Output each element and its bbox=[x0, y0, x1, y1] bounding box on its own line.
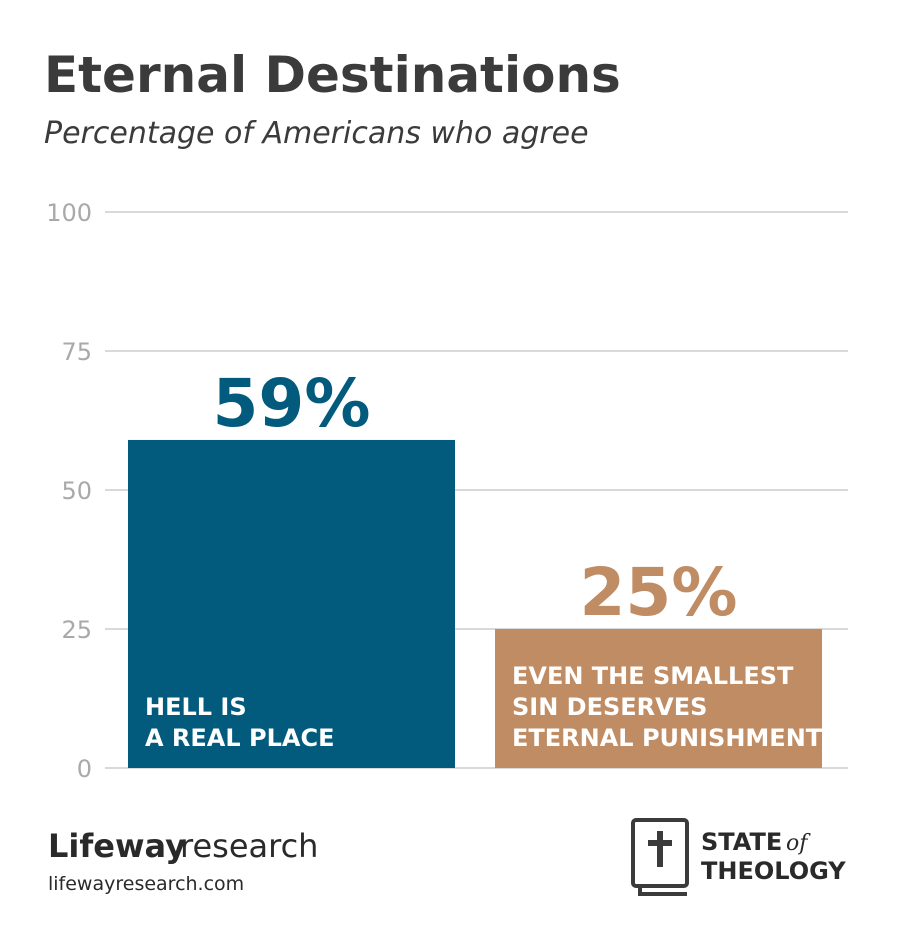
y-tick-label: 25 bbox=[61, 616, 92, 644]
chart-title: Eternal Destinations bbox=[44, 46, 621, 104]
value-label: 59% bbox=[213, 365, 371, 442]
brand-url: lifewayresearch.com bbox=[48, 873, 244, 895]
brand-light: research bbox=[180, 827, 318, 865]
logo-book bbox=[631, 818, 689, 888]
category-label: HELL IS A REAL PLACE bbox=[145, 693, 335, 752]
y-tick-label: 75 bbox=[61, 338, 92, 366]
brand-bold: Lifeway bbox=[48, 827, 186, 865]
category-label: EVEN THE SMALLEST SIN DESERVES ETERNAL P… bbox=[512, 662, 823, 752]
logo-line1: STATE bbox=[701, 828, 782, 856]
logo-of: of bbox=[786, 831, 811, 856]
logo: STATE of THEOLOGY bbox=[631, 818, 846, 896]
y-tick-label: 100 bbox=[46, 199, 92, 227]
y-tick-label: 0 bbox=[77, 755, 92, 783]
logo-cross-h bbox=[648, 840, 672, 846]
bar bbox=[495, 629, 822, 768]
logo-book-edge bbox=[638, 886, 687, 896]
bar bbox=[128, 439, 455, 768]
footer-brand: Lifeway research lifewayresearch.com bbox=[48, 827, 318, 895]
value-label: 25% bbox=[580, 554, 738, 631]
logo-cross-v bbox=[657, 831, 663, 867]
chart-subtitle: Percentage of Americans who agree bbox=[44, 116, 589, 151]
y-tick-label: 50 bbox=[61, 477, 92, 505]
logo-line2: THEOLOGY bbox=[701, 857, 846, 885]
